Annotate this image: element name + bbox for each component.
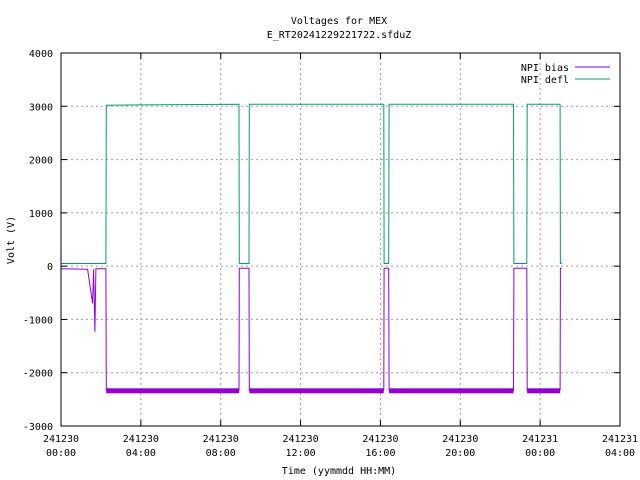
series-line-npi-defl [61,103,562,264]
x-tick-time-label: 04:00 [605,448,635,459]
y-tick-label: 4000 [29,49,53,60]
x-tick-date-label: 241230 [123,434,159,445]
x-tick-date-label: 241230 [442,434,478,445]
series-band-npi-bias [527,388,561,394]
plot-frame [60,52,621,427]
x-tick-time-label: 08:00 [206,448,236,459]
x-tick-date-label: 241230 [203,434,239,445]
grid-lines [61,53,620,426]
x-tick-time-label: 12:00 [286,448,316,459]
series-layer [60,103,562,394]
y-axis-ticks: -3000 -2000 -1000 0 1000 2000 3000 4000 [23,49,620,433]
legend-label: NPI defl [521,75,569,86]
series-line-npi-bias [60,267,562,391]
series-band-npi-bias [249,388,384,394]
x-axis-ticks: 241230 00:00 241230 04:00 241230 08:00 241230 1… [43,53,638,459]
chart-title: Voltages for MEX [291,16,387,27]
series-band-npi-bias [389,388,514,394]
x-tick-date-label: 241231 [602,434,638,445]
y-tick-label: 0 [47,262,53,273]
legend-label: NPI bias [521,63,569,74]
y-tick-label: 3000 [29,102,53,113]
x-tick-date-label: 241230 [362,434,398,445]
series-band-npi-bias [106,388,240,394]
x-tick-time-label: 04:00 [126,448,156,459]
chart-subtitle: E_RT20241229221722.sfduZ [267,30,412,41]
x-axis-label: Time (yymmdd HH:MM) [282,466,396,477]
x-tick-time-label: 20:00 [445,448,475,459]
y-tick-label: 2000 [29,156,53,167]
x-tick-time-label: 00:00 [46,448,76,459]
x-tick-time-label: 00:00 [525,448,555,459]
y-axis-label: Volt (V) [6,216,17,264]
y-tick-label: -3000 [23,422,53,433]
x-tick-time-label: 16:00 [365,448,395,459]
y-tick-label: -1000 [23,315,53,326]
x-tick-date-label: 241231 [522,434,558,445]
y-tick-label: -2000 [23,369,53,380]
x-tick-date-label: 241230 [283,434,319,445]
x-tick-date-label: 241230 [43,434,79,445]
y-tick-label: 1000 [29,209,53,220]
